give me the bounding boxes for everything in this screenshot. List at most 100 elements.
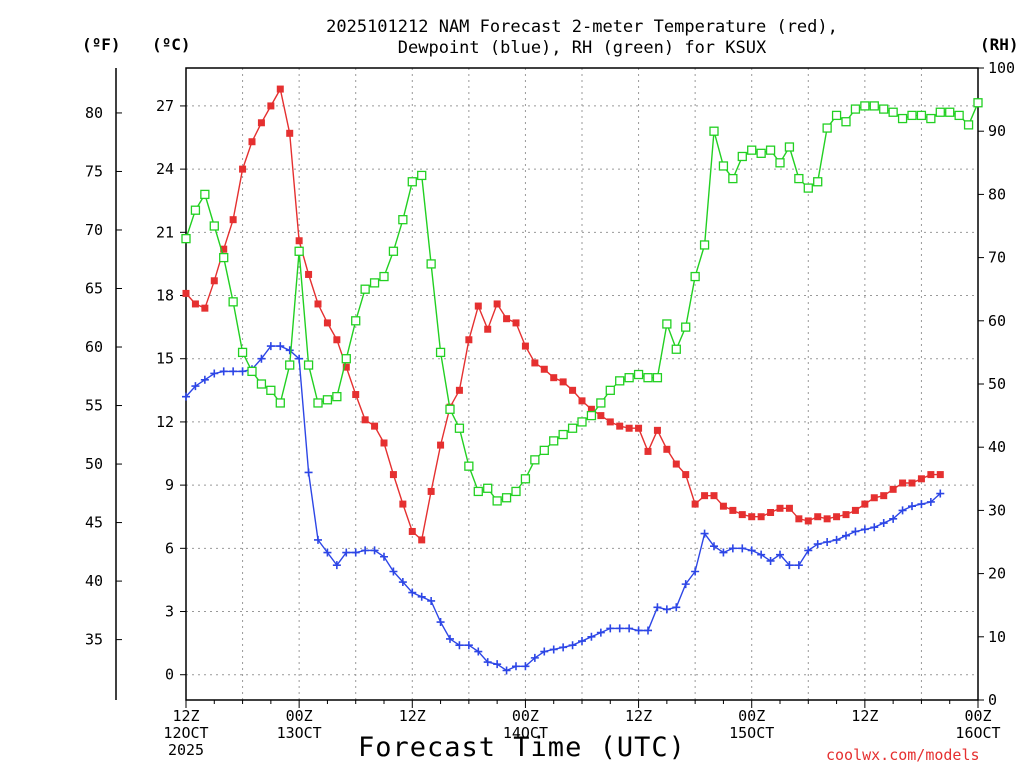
rh-point bbox=[577, 417, 587, 427]
rh-tick-label: 40 bbox=[988, 438, 1006, 456]
temperature-point bbox=[465, 336, 473, 344]
rh-point bbox=[190, 205, 201, 215]
dewpoint-point bbox=[464, 641, 473, 650]
temperature-point bbox=[540, 365, 548, 373]
temperature-point bbox=[889, 485, 897, 493]
rh-point bbox=[681, 322, 691, 332]
fahrenheit-tick-label: 60 bbox=[85, 338, 103, 356]
rh-tick-label: 20 bbox=[988, 565, 1006, 583]
rh-tick-label: 30 bbox=[988, 501, 1006, 519]
dewpoint-point bbox=[634, 626, 643, 635]
x-tick-label: 14OCT bbox=[503, 724, 548, 742]
rh-point bbox=[963, 120, 974, 130]
dewpoint-point bbox=[229, 367, 238, 376]
dewpoint-point bbox=[625, 624, 634, 633]
dewpoint-point bbox=[446, 634, 454, 643]
rh-point bbox=[435, 347, 446, 358]
rh-point bbox=[775, 158, 785, 168]
rh-point bbox=[765, 145, 776, 155]
temperature-point bbox=[927, 471, 935, 479]
temperature-point bbox=[578, 397, 586, 405]
dewpoint-point bbox=[408, 588, 417, 597]
dewpoint-point bbox=[842, 531, 850, 540]
temperature-point bbox=[191, 300, 199, 308]
rh-point bbox=[954, 110, 964, 121]
temperature-point bbox=[314, 300, 322, 308]
temperature-point bbox=[550, 374, 558, 382]
rh-point bbox=[228, 297, 238, 307]
dewpoint-point bbox=[813, 540, 822, 549]
dewpoint-point bbox=[908, 502, 916, 511]
temperature-point bbox=[569, 386, 577, 394]
temperature-point bbox=[248, 138, 256, 146]
dewpoint-point bbox=[361, 546, 370, 555]
dewpoint-point bbox=[691, 567, 700, 576]
watermark-text[interactable]: coolwx.com/models bbox=[826, 746, 980, 764]
temperature-point bbox=[861, 500, 869, 508]
dewpoint-point bbox=[351, 548, 360, 557]
rh-point bbox=[530, 455, 540, 465]
temperature-point bbox=[399, 500, 407, 508]
x-tick-label: 12Z bbox=[172, 707, 199, 725]
dewpoint-point bbox=[219, 367, 228, 376]
temperature-point bbox=[267, 102, 275, 110]
rh-point bbox=[247, 366, 257, 377]
temperature-point bbox=[785, 504, 793, 512]
rh-point bbox=[596, 398, 606, 408]
dewpoint-point bbox=[380, 552, 388, 561]
rh-point bbox=[860, 101, 870, 111]
rh-point bbox=[869, 101, 879, 111]
rh-point bbox=[473, 486, 483, 497]
celsius-tick-label: 24 bbox=[156, 160, 174, 178]
rh-point bbox=[520, 474, 531, 484]
fahrenheit-tick-label: 50 bbox=[85, 455, 103, 473]
rh-point bbox=[294, 246, 304, 256]
dewpoint-point bbox=[200, 375, 209, 384]
x-tick-label: 00Z bbox=[286, 707, 313, 725]
dewpoint-point bbox=[502, 666, 511, 675]
x-tick-label: 12Z bbox=[399, 707, 426, 725]
celsius-tick-label: 0 bbox=[165, 666, 174, 684]
rh-point bbox=[747, 145, 757, 155]
dewpoint-point bbox=[182, 392, 190, 401]
rh-point bbox=[303, 360, 314, 370]
dewpoint-point bbox=[879, 519, 888, 528]
rh-point bbox=[586, 410, 597, 421]
rh-point bbox=[511, 486, 521, 497]
dewpoint-point bbox=[332, 561, 341, 570]
temperature-point bbox=[804, 517, 812, 525]
rh-point bbox=[737, 151, 747, 162]
fahrenheit-unit-label: (ºF) bbox=[82, 35, 121, 54]
temperature-point bbox=[672, 460, 680, 468]
temperature-point bbox=[239, 165, 247, 173]
rh-point bbox=[794, 173, 804, 184]
temperature-point bbox=[503, 315, 511, 323]
rh-point bbox=[558, 429, 568, 440]
rh-point bbox=[379, 271, 389, 282]
dewpoint-point bbox=[700, 529, 709, 538]
x-tick-label: 00Z bbox=[512, 707, 539, 725]
temperature-point bbox=[823, 515, 831, 523]
dewpoint-point bbox=[210, 369, 219, 378]
rh-point bbox=[417, 170, 427, 181]
rh-point bbox=[784, 142, 795, 152]
temperature-point bbox=[757, 513, 765, 521]
dewpoint-point bbox=[710, 542, 718, 551]
dewpoint-point bbox=[578, 637, 586, 646]
celsius-tick-label: 21 bbox=[156, 223, 174, 241]
celsius-unit-label: (ºC) bbox=[152, 35, 191, 54]
rh-tick-label: 60 bbox=[988, 312, 1006, 330]
fahrenheit-tick-label: 55 bbox=[85, 397, 103, 415]
dewpoint-point bbox=[719, 548, 728, 557]
temperature-point bbox=[323, 319, 331, 327]
rh-point bbox=[850, 104, 861, 114]
temperature-point bbox=[182, 289, 190, 297]
dewpoint-point bbox=[521, 662, 530, 671]
rh-point bbox=[483, 483, 493, 493]
dewpoint-point bbox=[512, 662, 520, 671]
rh-point bbox=[718, 161, 729, 171]
dewpoint-point bbox=[832, 535, 841, 544]
temperature-point bbox=[531, 359, 539, 367]
temperature-point bbox=[710, 492, 718, 500]
rh-point bbox=[266, 385, 276, 395]
